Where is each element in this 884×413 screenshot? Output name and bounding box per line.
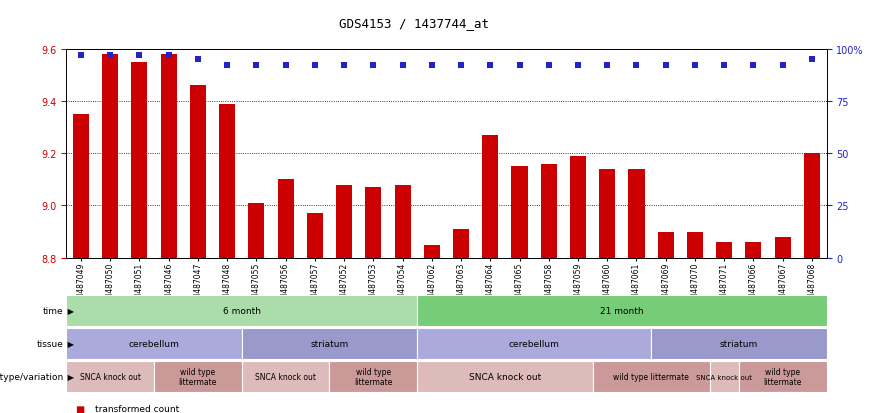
- Bar: [161, 55, 177, 258]
- Bar: [512, 167, 528, 258]
- Point: [513, 63, 527, 69]
- Text: striatum: striatum: [310, 339, 348, 348]
- Text: cerebellum: cerebellum: [508, 339, 560, 348]
- Point: [74, 52, 88, 59]
- Text: striatum: striatum: [720, 339, 758, 348]
- Point: [133, 52, 147, 59]
- Text: 21 month: 21 month: [600, 306, 644, 315]
- Bar: [336, 185, 352, 258]
- Bar: [365, 188, 381, 258]
- Bar: [541, 164, 557, 258]
- Point: [424, 63, 438, 69]
- Point: [395, 63, 409, 69]
- Bar: [103, 55, 118, 258]
- Point: [454, 63, 469, 69]
- Text: wild type
littermate: wild type littermate: [354, 367, 392, 387]
- Bar: [307, 214, 323, 258]
- Text: ■: ■: [75, 404, 84, 413]
- Text: SNCA knock out: SNCA knock out: [469, 373, 541, 381]
- Point: [103, 52, 118, 59]
- Text: cerebellum: cerebellum: [128, 339, 179, 348]
- Bar: [570, 157, 586, 258]
- Bar: [190, 86, 206, 258]
- Bar: [248, 203, 264, 258]
- Bar: [423, 245, 440, 258]
- Bar: [629, 169, 644, 258]
- Text: wild type littermate: wild type littermate: [613, 373, 689, 381]
- Bar: [72, 115, 89, 258]
- Bar: [278, 180, 293, 258]
- Bar: [658, 232, 674, 258]
- Point: [484, 63, 498, 69]
- Bar: [745, 242, 761, 258]
- Point: [717, 63, 731, 69]
- Bar: [394, 185, 410, 258]
- Text: time: time: [43, 306, 64, 315]
- Text: ▶: ▶: [65, 339, 74, 348]
- Point: [220, 63, 234, 69]
- Point: [629, 63, 644, 69]
- Point: [366, 63, 380, 69]
- Text: tissue: tissue: [37, 339, 64, 348]
- Point: [746, 63, 760, 69]
- Text: wild type
littermate: wild type littermate: [179, 367, 217, 387]
- Bar: [687, 232, 703, 258]
- Text: SNCA knock out: SNCA knock out: [255, 373, 316, 381]
- Point: [337, 63, 351, 69]
- Point: [600, 63, 614, 69]
- Point: [308, 63, 322, 69]
- Point: [542, 63, 556, 69]
- Text: SNCA knock out: SNCA knock out: [80, 373, 141, 381]
- Bar: [716, 242, 732, 258]
- Point: [659, 63, 673, 69]
- Text: ▶: ▶: [65, 306, 74, 315]
- Bar: [132, 63, 148, 258]
- Text: transformed count: transformed count: [95, 404, 179, 413]
- Bar: [219, 104, 235, 258]
- Point: [804, 57, 819, 63]
- Point: [775, 63, 789, 69]
- Point: [571, 63, 585, 69]
- Point: [688, 63, 702, 69]
- Bar: [483, 135, 499, 258]
- Text: ▶: ▶: [65, 373, 74, 381]
- Text: SNCA knock out: SNCA knock out: [697, 374, 752, 380]
- Point: [249, 63, 263, 69]
- Text: wild type
littermate: wild type littermate: [764, 367, 802, 387]
- Bar: [599, 169, 615, 258]
- Point: [278, 63, 293, 69]
- Text: genotype/variation: genotype/variation: [0, 373, 64, 381]
- Point: [162, 52, 176, 59]
- Text: 6 month: 6 month: [223, 306, 261, 315]
- Bar: [774, 237, 790, 258]
- Bar: [804, 154, 820, 258]
- Bar: [453, 230, 469, 258]
- Point: [191, 57, 205, 63]
- Text: GDS4153 / 1437744_at: GDS4153 / 1437744_at: [339, 17, 489, 29]
